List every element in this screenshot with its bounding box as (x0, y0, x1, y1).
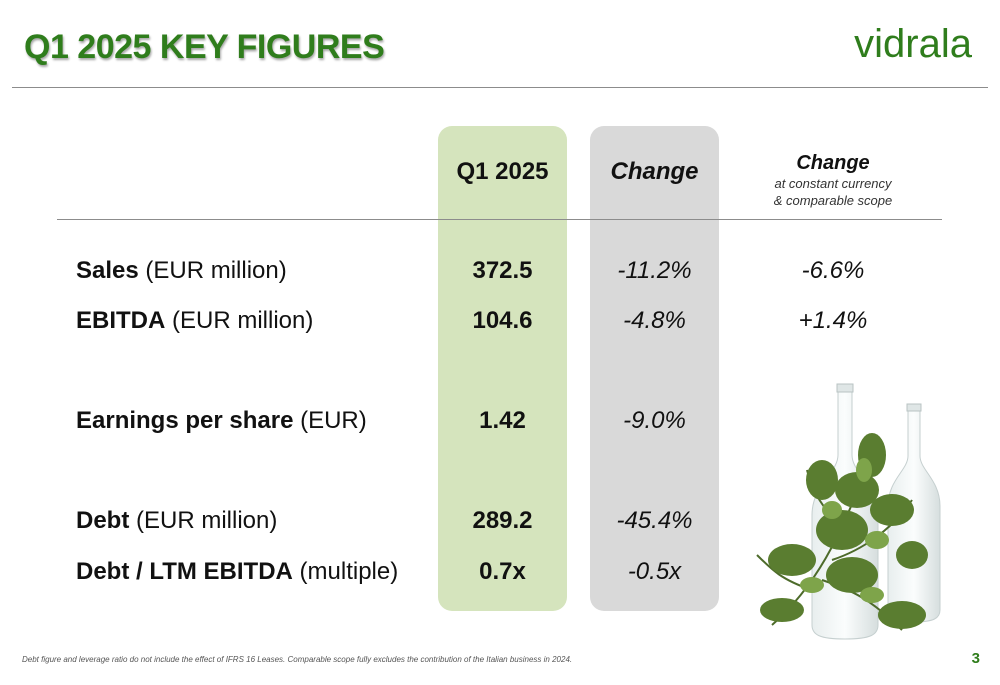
row-label-unit: (EUR million) (165, 307, 314, 334)
row-value-change-constant: +1.4% (798, 307, 868, 334)
q1-column-background (438, 126, 567, 611)
row-label-unit: (EUR) (293, 407, 367, 434)
table-row-sales: Sales (EUR million) 372.5 -11.2% -6.6% (0, 257, 1000, 291)
row-value-change: -9.0% (623, 407, 686, 434)
column-header-change: Change (610, 158, 699, 185)
row-value-q1: 0.7x (479, 558, 526, 585)
row-label: Earnings per share (EUR) (76, 407, 367, 435)
page-number: 3 (971, 650, 980, 667)
row-label: Debt / LTM EBITDA (multiple) (76, 558, 398, 586)
table-row-debt: Debt (EUR million) 289.2 -45.4% (0, 507, 1000, 541)
row-label-bold: EBITDA (76, 307, 166, 334)
header-divider (12, 87, 988, 88)
row-label-unit: (EUR million) (138, 257, 287, 284)
row-value-q1: 104.6 (472, 307, 533, 334)
row-value-q1: 1.42 (479, 407, 526, 434)
row-value-q1: 372.5 (472, 257, 533, 284)
table-row-eps: Earnings per share (EUR) 1.42 -9.0% (0, 407, 1000, 441)
row-label-bold: Earnings per share (76, 407, 294, 434)
column-header-change-constant-sub1: at constant currency (774, 176, 892, 191)
row-label-unit: (EUR million) (129, 507, 278, 534)
row-label: Sales (EUR million) (76, 257, 287, 285)
row-value-change: -0.5x (627, 558, 682, 585)
table-row-leverage: Debt / LTM EBITDA (multiple) 0.7x -0.5x (0, 558, 1000, 592)
row-label: EBITDA (EUR million) (76, 307, 313, 335)
column-header-change-constant-title: Change (796, 152, 870, 174)
vidrala-logo: vidrala (854, 22, 972, 66)
row-value-change: -11.2% (617, 257, 692, 284)
change-column-background (590, 126, 719, 611)
row-value-q1: 289.2 (472, 507, 533, 534)
table-row-ebitda: EBITDA (EUR million) 104.6 -4.8% +1.4% (0, 307, 1000, 341)
row-value-change-constant: -6.6% (801, 257, 865, 284)
column-header-change-constant-sub2: & comparable scope (773, 193, 893, 208)
column-header-change-constant: Change at constant currency & comparable… (762, 152, 904, 209)
row-label: Debt (EUR million) (76, 507, 277, 535)
row-label-bold: Debt (76, 507, 130, 534)
table-header-divider (57, 219, 942, 220)
page-title: Q1 2025 KEY FIGURES (24, 28, 385, 66)
row-label-bold: Sales (76, 257, 139, 284)
footnote: Debt figure and leverage ratio do not in… (22, 655, 573, 664)
column-header-q1: Q1 2025 (456, 158, 549, 185)
glass-bottles-and-plant-image (756, 383, 941, 640)
row-value-change: -45.4% (616, 507, 693, 534)
row-value-change: -4.8% (623, 307, 686, 334)
row-label-bold: Debt / LTM EBITDA (76, 558, 293, 585)
row-label-unit: (multiple) (292, 558, 399, 585)
